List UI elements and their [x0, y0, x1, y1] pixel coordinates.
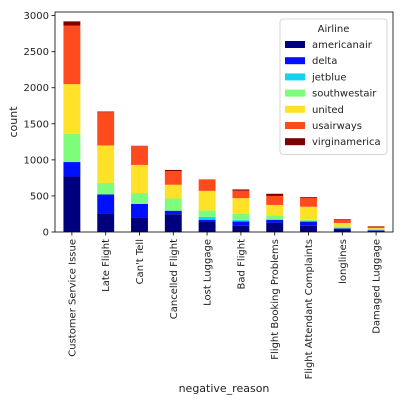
legend-label-americanair: americanair	[312, 40, 373, 51]
legend-swatch-southwestair	[285, 89, 305, 97]
bar-usairways-6	[266, 195, 284, 205]
bar-virginamerica-3	[164, 169, 182, 172]
legend-label-jetblue: jetblue	[311, 72, 346, 83]
bar-jetblue-4	[198, 216, 216, 220]
x-tick-label-5: Bad Flight	[236, 239, 247, 290]
bar-delta-2	[131, 203, 148, 218]
bar-southwestair-5	[232, 213, 250, 221]
bar-americanair-0	[63, 176, 81, 232]
x-tick-label-0: Customer Service Issue	[67, 239, 78, 357]
bar-delta-0	[63, 162, 81, 177]
bar-united-4	[198, 190, 216, 211]
bar-usairways-7	[300, 197, 317, 207]
legend-label-usairways: usairways	[312, 121, 362, 132]
bar-southwestair-9	[367, 229, 385, 231]
legend-box	[279, 18, 388, 155]
legend-title: Airline	[318, 24, 350, 35]
bar-delta-1	[97, 194, 115, 214]
bar-usairways-4	[198, 179, 216, 191]
bar-americanair-6	[266, 222, 284, 232]
bar-americanair-2	[131, 217, 148, 232]
x-tick-label-9: Damaged Luggage	[372, 239, 383, 334]
bar-americanair-9	[367, 230, 385, 232]
bar-usairways-9	[367, 226, 385, 229]
axes-group: 0 500 1000 1500 2000 2500 3000 Customer Service…	[7, 11, 394, 395]
y-tick-label-1: 500	[30, 191, 49, 202]
bar-virginamerica-6	[266, 193, 284, 196]
legend-swatch-americanair	[285, 41, 305, 48]
x-tick-label-8: longlines	[338, 239, 349, 284]
x-tick-label-1: Late Flight	[101, 239, 112, 292]
bar-united-2	[131, 164, 148, 194]
bar-delta-9	[367, 230, 385, 231]
bar-americanair-3	[164, 214, 182, 232]
legend-label-delta: delta	[312, 56, 337, 67]
bar-delta-4	[198, 219, 216, 222]
x-tick-label-2: Can't Tell	[135, 239, 146, 284]
bar-virginamerica-1	[97, 111, 115, 113]
bar-southwestair-1	[97, 182, 115, 195]
bar-delta-6	[266, 219, 284, 223]
legend-label-united: united	[312, 105, 344, 116]
y-tick-label-6: 3000	[24, 11, 49, 22]
y-tick-label-4: 2000	[24, 83, 49, 94]
bar-usairways-1	[97, 112, 115, 146]
y-tick-label-5: 2500	[24, 47, 49, 58]
bar-united-9	[367, 228, 385, 230]
bar-delta-5	[232, 221, 250, 226]
y-tick-label-0: 0	[43, 228, 49, 239]
x-tick-label-6: Flight Booking Problems	[270, 239, 281, 360]
bar-americanair-5	[232, 225, 250, 232]
y-tick-label-2: 1000	[24, 155, 49, 166]
bar-southwestair-8	[333, 226, 351, 229]
legend-swatch-jetblue	[285, 73, 305, 81]
plot-frame	[54, 11, 394, 233]
bar-virginamerica-7	[300, 197, 317, 198]
bar-united-3	[164, 184, 182, 199]
bar-southwestair-2	[131, 193, 148, 204]
bar-southwestair-0	[63, 133, 81, 163]
x-tick-label-4: Lost Luggage	[203, 239, 214, 306]
bar-united-7	[300, 206, 317, 220]
bar-usairways-0	[63, 25, 81, 85]
legend-swatch-usairways	[285, 122, 305, 129]
bar-americanair-7	[300, 225, 317, 232]
x-axis-label: negative_reason	[179, 382, 270, 395]
bar-united-1	[97, 145, 115, 183]
bar-usairways-2	[131, 146, 148, 165]
bar-united-0	[63, 84, 81, 134]
bar-americanair-4	[198, 221, 216, 232]
bar-delta-8	[333, 228, 351, 230]
bar-americanair-1	[97, 213, 115, 232]
legend-swatch-delta	[285, 57, 305, 65]
bar-usairways-5	[232, 190, 250, 199]
bar-southwestair-3	[164, 198, 182, 211]
bar-virginamerica-5	[232, 189, 250, 191]
bar-united-8	[333, 222, 351, 227]
x-tick-label-3: Cancelled Flight	[169, 239, 180, 319]
bar-united-6	[266, 204, 284, 216]
legend-label-virginamerica: virginamerica	[312, 137, 381, 148]
bar-usairways-8	[333, 219, 351, 223]
bar-virginamerica-0	[63, 21, 81, 26]
bar-united-5	[232, 198, 250, 214]
y-axis-label: count	[7, 106, 20, 138]
bar-delta-7	[300, 221, 317, 226]
bar-americanair-8	[333, 229, 351, 232]
y-tick-label-3: 1500	[24, 119, 49, 130]
bars-group	[63, 21, 385, 232]
legend-swatch-united	[285, 105, 305, 113]
legend-label-southwestair: southwestair	[312, 89, 377, 100]
x-tick-label-7: Flight Attendant Complaints	[304, 239, 315, 379]
bar-southwestair-4	[198, 210, 216, 217]
legend: Airline americanair delta jetblue southwesta…	[279, 18, 388, 155]
bar-delta-3	[164, 210, 182, 215]
bar-usairways-3	[164, 171, 182, 185]
legend-swatch-virginamerica	[285, 138, 305, 146]
bar-southwestair-6	[266, 215, 284, 220]
bar-jetblue-5	[232, 220, 250, 222]
bar-southwestair-7	[300, 219, 317, 222]
